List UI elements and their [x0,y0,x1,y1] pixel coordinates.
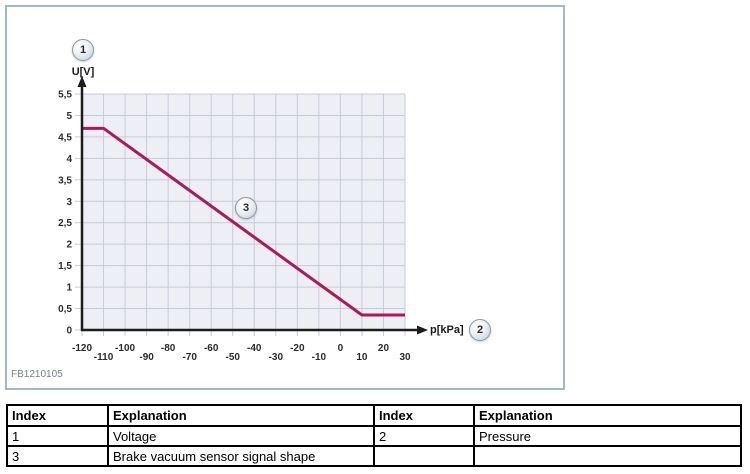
legend-header-row: Index Explanation Index Explanation [6,404,742,427]
svg-text:4: 4 [66,154,72,165]
callout-1-voltage: 1 [72,39,94,61]
header-index-right: Index [373,404,475,427]
svg-text:-90: -90 [139,352,154,363]
svg-text:2,5: 2,5 [58,218,72,229]
svg-text:-100: -100 [115,343,135,354]
svg-text:5: 5 [66,111,72,122]
svg-text:5,5: 5,5 [58,90,72,101]
svg-text:2: 2 [66,240,72,251]
svg-text:1,5: 1,5 [58,261,72,272]
svg-text:-10: -10 [312,352,327,363]
cell-explanation-voltage: Voltage [107,425,375,447]
figure-panel: -120 -110 -100 -90 -80 -70 -60 -50 -40 -30 -20 -10 0… [5,5,565,390]
header-explanation-left: Explanation [107,404,375,427]
svg-text:30: 30 [399,352,411,363]
cell-index-1: 1 [6,425,109,447]
svg-text:-110: -110 [94,352,114,363]
svg-text:3,5: 3,5 [58,175,72,186]
svg-text:-20: -20 [290,343,305,354]
cell-explanation-pressure: Pressure [473,425,742,447]
cell-explanation-signal-shape: Brake vacuum sensor signal shape [107,445,375,467]
svg-text:-80: -80 [161,343,176,354]
svg-text:10: 10 [356,352,368,363]
cell-index-2: 2 [373,425,475,447]
figure-code: FB1210105 [11,369,63,380]
svg-text:3: 3 [66,197,72,208]
svg-text:1: 1 [66,283,72,294]
svg-text:-50: -50 [226,352,241,363]
svg-text:0,5: 0,5 [58,304,72,315]
cell-empty-explanation [473,445,742,467]
header-index-left: Index [6,404,109,427]
cell-empty-index [373,445,475,467]
svg-text:0: 0 [338,343,344,354]
svg-text:4,5: 4,5 [58,132,72,143]
svg-text:-40: -40 [247,343,262,354]
x-axis-label: p[kPa] [430,324,464,336]
svg-text:-120: -120 [72,343,92,354]
svg-text:20: 20 [378,343,390,354]
svg-text:-30: -30 [269,352,284,363]
svg-text:-70: -70 [182,352,197,363]
header-explanation-right: Explanation [473,404,742,427]
callout-2-pressure: 2 [469,319,491,341]
table-row: 3 Brake vacuum sensor signal shape [6,445,742,467]
legend-table: Index Explanation Index Explanation 1 Vo… [6,404,742,467]
sensor-signal-chart: -120-110-100-90-80-70-60-50-40-30-20-100… [58,76,428,363]
svg-text:0: 0 [66,326,72,337]
callout-3-signal-shape: 3 [235,197,257,219]
cell-index-3: 3 [6,445,109,467]
svg-text:-60: -60 [204,343,219,354]
y-axis-label: U[V] [71,66,95,78]
table-row: 1 Voltage 2 Pressure [6,425,742,447]
